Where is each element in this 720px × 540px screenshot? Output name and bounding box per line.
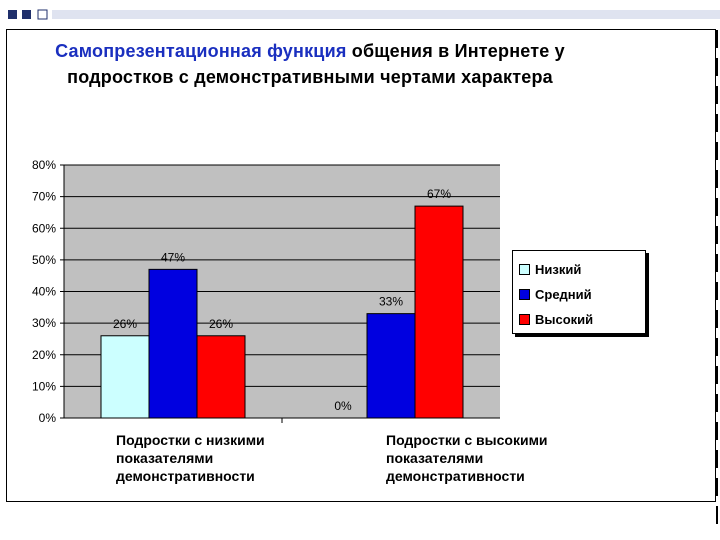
legend-label-medium: Средний	[535, 287, 592, 302]
legend-item-medium: Средний	[519, 282, 645, 307]
bar	[366, 313, 416, 419]
chart-title-rest: общения в Интернете у подростков с демон…	[67, 41, 565, 87]
legend-swatch-medium	[519, 289, 530, 300]
data-label: 26%	[113, 317, 137, 331]
y-tick-label: 20%	[32, 348, 56, 362]
bar	[148, 268, 198, 419]
y-tick-label: 30%	[32, 316, 56, 330]
y-tick-label: 10%	[32, 379, 56, 393]
chart-legend: Низкий Средний Высокий	[512, 250, 646, 334]
category-label-high: Подростки с высокими показателями демонс…	[386, 432, 548, 484]
legend-label-low: Низкий	[535, 262, 582, 277]
category-label-low: Подростки с низкими показателями демонст…	[116, 432, 265, 484]
bar	[100, 335, 150, 419]
legend-item-low: Низкий	[519, 257, 645, 282]
chart-title-line1: Самопрезентационная функция	[55, 41, 347, 61]
y-tick-label: 70%	[32, 190, 56, 204]
y-tick-label: 0%	[39, 411, 57, 425]
y-tick-label: 50%	[32, 253, 56, 267]
chart-title: Самопрезентационная функция общения в Ин…	[50, 38, 570, 90]
data-label: 47%	[161, 250, 185, 264]
y-tick-label: 40%	[32, 285, 56, 299]
y-tick-label: 80%	[32, 158, 56, 172]
legend-item-high: Высокий	[519, 307, 645, 332]
slide-decoration	[8, 9, 720, 20]
data-label: 33%	[379, 295, 403, 309]
data-label: 26%	[209, 317, 233, 331]
legend-label-high: Высокий	[535, 312, 594, 327]
bar	[414, 205, 464, 419]
y-tick-label: 60%	[32, 221, 56, 235]
legend-swatch-high	[519, 314, 530, 325]
data-label: 0%	[334, 399, 352, 413]
bar	[196, 335, 246, 419]
legend-swatch-low	[519, 264, 530, 275]
data-label: 67%	[427, 187, 451, 201]
